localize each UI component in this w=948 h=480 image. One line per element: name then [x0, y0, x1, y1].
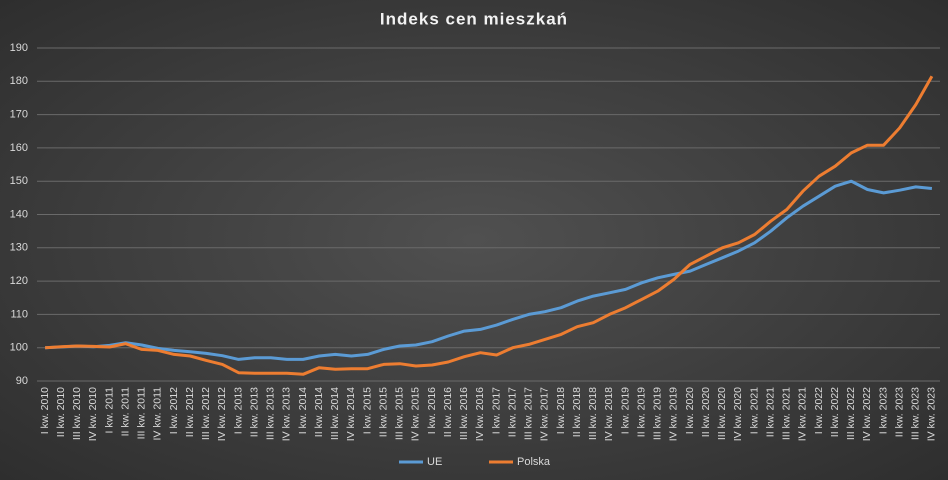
- x-tick-label: IV kw. 2013: [281, 387, 293, 441]
- y-tick-label: 130: [10, 242, 28, 254]
- y-tick-label: 190: [10, 42, 28, 54]
- x-tick-label: I kw. 2021: [748, 387, 760, 434]
- x-tick-label: III kw. 2022: [845, 387, 857, 440]
- x-tick-label: III kw. 2018: [587, 387, 599, 440]
- x-tick-label: III kw. 2015: [394, 387, 406, 440]
- x-tick-label: I kw. 2010: [39, 387, 51, 434]
- chart-title: Indeks cen mieszkań: [380, 9, 568, 28]
- x-tick-label: IV kw. 2019: [668, 387, 680, 441]
- legend-label: UE: [427, 456, 442, 468]
- x-tick-label: I kw. 2016: [426, 387, 438, 434]
- y-tick-label: 160: [10, 142, 28, 154]
- x-tick-label: III kw. 2019: [652, 387, 664, 440]
- x-tick-label: II kw. 2020: [700, 387, 712, 437]
- x-tick-label: II kw. 2017: [506, 387, 518, 437]
- x-tick-label: I kw. 2020: [684, 387, 696, 434]
- x-tick-label: II kw. 2015: [377, 387, 389, 437]
- x-tick-label: III kw. 2013: [265, 387, 277, 440]
- x-tick-label: III kw. 2017: [523, 387, 535, 440]
- legend-label: Polska: [517, 456, 551, 468]
- x-tick-label: II kw. 2023: [893, 387, 905, 437]
- x-tick-label: III kw. 2014: [329, 387, 341, 440]
- x-tick-label: IV kw. 2020: [732, 387, 744, 441]
- x-tick-label: III kw. 2020: [716, 387, 728, 440]
- x-tick-label: I kw. 2022: [813, 387, 825, 434]
- x-tick-label: III kw. 2011: [136, 387, 148, 439]
- x-tick-label: IV kw. 2011: [152, 387, 164, 441]
- x-tick-label: II kw. 2018: [571, 387, 583, 437]
- x-tick-label: II kw. 2011: [119, 387, 131, 437]
- x-tick-label: II kw. 2010: [55, 387, 67, 437]
- x-tick-label: I kw. 2014: [297, 387, 309, 434]
- x-tick-label: IV kw. 2010: [87, 387, 99, 441]
- x-tick-label: II kw. 2021: [764, 387, 776, 437]
- series-line: [45, 179, 933, 361]
- y-tick-label: 170: [10, 109, 28, 121]
- series-line: [45, 75, 934, 376]
- x-tick-label: III kw. 2010: [71, 387, 83, 440]
- x-tick-label: IV kw. 2015: [410, 387, 422, 441]
- x-tick-label: II kw. 2013: [248, 387, 260, 437]
- x-tick-label: IV kw. 2021: [797, 387, 809, 441]
- x-tick-label: IV kw. 2014: [345, 387, 357, 441]
- x-tick-label: III kw. 2016: [458, 387, 470, 440]
- x-tick-label: I kw. 2012: [168, 387, 180, 434]
- y-tick-label: 90: [16, 375, 28, 387]
- x-tick-label: I kw. 2015: [361, 387, 373, 434]
- x-tick-label: II kw. 2014: [313, 387, 325, 437]
- x-tick-label: I kw. 2018: [555, 387, 567, 434]
- x-tick-label: II kw. 2012: [184, 387, 196, 437]
- y-tick-label: 150: [10, 175, 28, 187]
- x-tick-label: II kw. 2016: [442, 387, 454, 437]
- y-tick-label: 110: [10, 308, 28, 320]
- x-tick-label: IV kw. 2012: [216, 387, 228, 441]
- y-tick-label: 140: [10, 208, 28, 220]
- y-tick-label: 180: [10, 75, 28, 87]
- x-tick-label: I kw. 2023: [877, 387, 889, 434]
- x-tick-label: IV kw. 2023: [926, 387, 938, 441]
- x-tick-label: II kw. 2022: [829, 387, 841, 437]
- y-tick-label: 120: [10, 275, 28, 287]
- x-tick-label: IV kw. 2018: [603, 387, 615, 441]
- x-tick-label: IV kw. 2022: [861, 387, 873, 441]
- x-tick-label: IV kw. 2017: [539, 387, 551, 441]
- x-tick-label: II kw. 2019: [635, 387, 647, 437]
- x-tick-label: I kw. 2019: [619, 387, 631, 434]
- y-tick-label: 100: [10, 342, 28, 354]
- x-tick-label: I kw. 2011: [103, 387, 115, 434]
- x-tick-label: IV kw. 2016: [474, 387, 486, 441]
- x-tick-label: I kw. 2017: [490, 387, 502, 434]
- x-tick-label: III kw. 2023: [910, 387, 922, 440]
- x-tick-label: III kw. 2021: [781, 387, 793, 440]
- x-tick-label: I kw. 2013: [232, 387, 244, 434]
- x-tick-label: III kw. 2012: [200, 387, 212, 440]
